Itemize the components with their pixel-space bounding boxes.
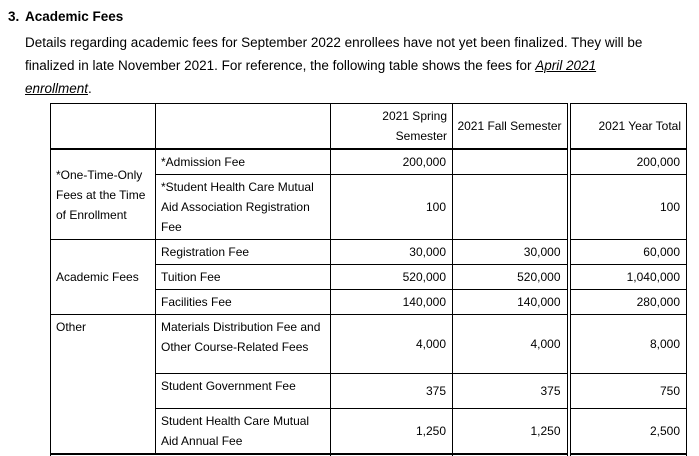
year-total-value-cell: 1,040,000 xyxy=(566,264,687,290)
spring-value-cell: 4,000 xyxy=(330,314,453,374)
year-total-value-cell: 8,000 xyxy=(566,314,687,374)
fee-name-cell: Materials Distribution Fee and Other Cou… xyxy=(155,314,331,374)
section-heading: 3. Academic Fees xyxy=(8,9,699,24)
header-group-column xyxy=(50,103,156,150)
total-year-value-cell: 1,591,350 xyxy=(566,453,687,456)
year-total-value-cell: 60,000 xyxy=(566,239,687,265)
fall-value-cell: 1,250 xyxy=(452,408,569,455)
intro-emphasis-start: April 2021 xyxy=(535,58,597,73)
fall-value-cell xyxy=(452,174,569,240)
fall-value-cell: 30,000 xyxy=(452,239,569,265)
spring-value-cell: 200,000 xyxy=(330,148,453,175)
header-spring-semester: 2021 Spring Semester xyxy=(330,103,453,150)
fees-table: 2021 Spring Semester 2021 Fall Semester … xyxy=(50,103,687,456)
intro-line-3: enrollment. xyxy=(25,77,689,100)
header-fee-column xyxy=(155,103,331,150)
table-row-admission-fee: *One-Time-Only Fees at the Time of Enrol… xyxy=(50,148,687,240)
table-row-health-annual-fee: Student Health Care Mutual Aid Annual Fe… xyxy=(51,408,687,455)
intro-paragraph: Details regarding academic fees for Sept… xyxy=(25,31,689,100)
section-title: Academic Fees xyxy=(25,9,124,24)
group-cell-one-time-fees: *One-Time-Only Fees at the Time of Enrol… xyxy=(50,148,156,240)
intro-emphasis-end: enrollment xyxy=(25,81,89,96)
section-number: 3. xyxy=(8,9,20,24)
fall-value-cell: 140,000 xyxy=(452,289,569,315)
intro-line-2-text: finalized in late November 2021. For ref… xyxy=(25,58,536,73)
header-year-total: 2021 Year Total xyxy=(566,103,687,150)
fall-value-cell: 4,000 xyxy=(452,314,569,374)
year-total-value-cell: 750 xyxy=(566,373,687,409)
table-row-tuition-fee: Tuition Fee 520,000 520,000 1,040,000 xyxy=(51,264,687,290)
table-row-total: Total 895,725 695,625 1,591,350 xyxy=(50,453,687,456)
year-total-value-cell: 280,000 xyxy=(566,289,687,315)
spring-value-cell: 30,000 xyxy=(330,239,453,265)
fee-name-cell: *Student Health Care Mutual Aid Associat… xyxy=(155,174,331,240)
fall-value-cell: 375 xyxy=(452,373,569,409)
spring-value-cell: 375 xyxy=(330,373,453,409)
group-cell-other: Other xyxy=(50,314,156,455)
year-total-value-cell: 100 xyxy=(566,174,687,240)
year-total-value-cell: 2,500 xyxy=(566,408,687,455)
intro-line-2: finalized in late November 2021. For ref… xyxy=(25,54,689,77)
fall-value-cell xyxy=(452,148,569,175)
fee-name-cell: Facilities Fee xyxy=(155,289,331,315)
spring-value-cell: 100 xyxy=(330,174,453,240)
table-row-student-government-fee: Student Government Fee 375 375 750 xyxy=(51,373,687,409)
intro-line-1: Details regarding academic fees for Sept… xyxy=(25,35,643,50)
header-fall-semester: 2021 Fall Semester xyxy=(452,103,569,150)
fee-name-cell: *Admission Fee xyxy=(155,148,331,175)
table-row-health-registration-fee: *Student Health Care Mutual Aid Associat… xyxy=(51,174,687,240)
fee-name-cell: Student Government Fee xyxy=(155,373,331,409)
fee-name-cell: Registration Fee xyxy=(155,239,331,265)
table-header-row: 2021 Spring Semester 2021 Fall Semester … xyxy=(50,103,687,150)
fee-name-cell: Student Health Care Mutual Aid Annual Fe… xyxy=(155,408,331,455)
group-cell-academic-fees: Academic Fees xyxy=(50,239,156,315)
spring-value-cell: 1,250 xyxy=(330,408,453,455)
spring-value-cell: 140,000 xyxy=(330,289,453,315)
table-row-registration-fee: Academic Fees Registration Fee 30,000 30… xyxy=(50,239,687,315)
table-row-materials-distribution-fee: Other Materials Distribution Fee and Oth… xyxy=(50,314,687,455)
year-total-value-cell: 200,000 xyxy=(566,148,687,175)
intro-line-3-period: . xyxy=(88,81,92,96)
fee-name-cell: Tuition Fee xyxy=(155,264,331,290)
spring-value-cell: 520,000 xyxy=(330,264,453,290)
fall-value-cell: 520,000 xyxy=(452,264,569,290)
